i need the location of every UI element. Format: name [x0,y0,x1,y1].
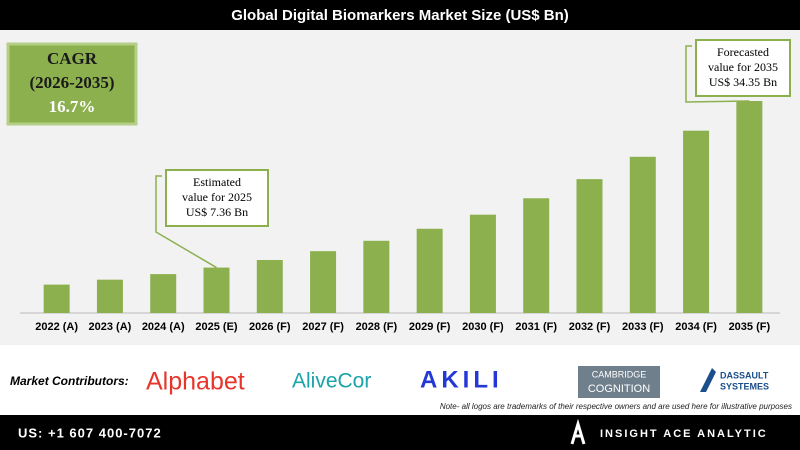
contributors-label: Market Contributors: [10,374,129,388]
cagr-box [6,42,138,126]
callout-bracket [685,45,750,103]
logo: SYSTEMES [720,381,769,391]
bar [150,274,177,313]
cagr-period: (2026-2035) [30,73,115,92]
x-tick-label: 2029 (F) [409,321,451,333]
x-tick-label: 2027 (F) [302,321,344,333]
bar [523,198,550,313]
bar [576,179,603,313]
x-tick-label: 2025 (E) [195,321,238,333]
callout-text: Forecasted [717,45,769,59]
bar [416,228,443,313]
callout-text: US$ 34.35 Bn [709,75,777,89]
x-tick-label: 2024 (A) [142,321,185,333]
x-tick-label: 2030 (F) [462,321,504,333]
cagr-value: 16.7% [49,97,96,116]
footer-area [0,345,800,415]
note: Note- all logos are trademarks of their … [440,402,792,411]
x-tick-label: 2034 (F) [675,321,717,333]
logo: Alphabet [146,368,245,396]
x-tick-label: 2022 (A) [35,321,78,333]
callout-text: value for 2025 [182,190,252,204]
x-tick-label: 2031 (F) [515,321,557,333]
logo: AKILI [420,366,503,393]
callout-bracket [155,175,217,269]
brand-icon [570,418,586,445]
chart-title: Global Digital Biomarkers Market Size (U… [231,7,569,24]
bar [629,156,656,313]
x-tick-label: 2035 (F) [729,321,771,333]
logo: COGNITION [588,383,650,395]
callout-text: Estimated [193,175,241,189]
bar [310,251,337,313]
title-bar [0,0,800,30]
bar [469,214,496,313]
bar [256,259,283,313]
x-tick-label: 2033 (F) [622,321,664,333]
callout-box [165,169,269,227]
callout-text: US$ 7.36 Bn [186,205,248,219]
callout-text: value for 2035 [708,60,778,74]
x-tick-label: 2032 (F) [569,321,611,333]
bar [96,279,123,313]
logo: AliveCor [292,370,371,393]
cagr-label: CAGR [47,49,98,68]
logo: CAMBRIDGE [592,369,647,379]
bar [363,240,390,313]
bar [736,101,763,313]
bar [203,267,230,313]
x-tick-label: 2023 (A) [89,321,132,333]
x-tick-label: 2028 (F) [356,321,398,333]
x-tick-label: 2026 (F) [249,321,291,333]
bottom-bar [0,415,800,450]
logo-box [578,366,660,398]
brand: INSIGHT ACE ANALYTIC [600,428,768,440]
phone: US: +1 607 400-7072 [18,425,162,440]
callout-box [695,39,791,97]
bar [43,284,70,313]
bar [683,130,710,313]
logo: DASSAULT [720,370,769,380]
logo-icon [700,368,716,392]
